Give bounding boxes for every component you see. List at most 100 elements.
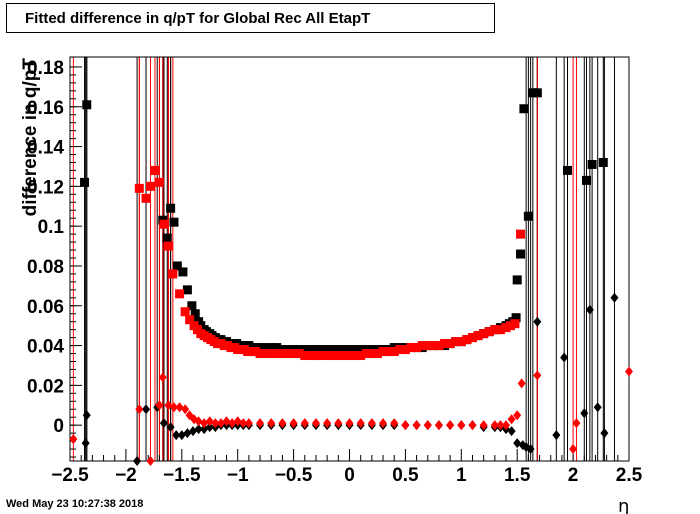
data-point-square	[473, 331, 483, 341]
y-tick-label: 0.16	[27, 98, 64, 119]
x-tick-label: 1	[456, 465, 467, 486]
data-points	[69, 88, 633, 466]
data-point-square	[154, 177, 164, 187]
data-point-square	[511, 313, 521, 323]
plot-frame	[69, 56, 630, 462]
chart-title: Fitted difference in q/pT for Global Rec…	[25, 10, 371, 27]
data-point-diamond	[496, 420, 505, 431]
data-point-diamond	[311, 418, 320, 429]
data-point-diamond	[172, 430, 181, 441]
data-point-square	[563, 165, 573, 175]
data-point-square	[134, 183, 144, 193]
data-point-square	[187, 301, 197, 311]
data-point-square	[266, 343, 276, 353]
data-point-square	[317, 351, 327, 361]
data-point-diamond	[479, 420, 488, 431]
data-point-square	[361, 349, 371, 359]
timestamp: Wed May 23 10:27:38 2018	[6, 498, 144, 510]
data-point-square	[328, 345, 338, 355]
y-tick-label: 0.14	[27, 138, 64, 159]
data-point-diamond	[580, 408, 589, 419]
data-point-diamond	[135, 404, 144, 415]
data-point-square	[428, 341, 438, 351]
data-point-square	[516, 229, 526, 239]
data-point-diamond	[446, 420, 455, 431]
data-point-square	[82, 100, 92, 110]
data-point-diamond	[244, 418, 253, 429]
data-point-square	[182, 285, 192, 295]
data-point-diamond	[507, 414, 516, 425]
y-tick-label: 0.1	[38, 217, 65, 238]
data-point-diamond	[367, 418, 376, 429]
data-point-square	[145, 181, 155, 191]
data-point-square	[510, 319, 520, 329]
data-point-square	[516, 249, 526, 259]
data-point-square	[412, 343, 422, 353]
data-point-square	[180, 307, 190, 317]
data-point-square	[350, 345, 360, 355]
data-point-square	[317, 345, 327, 355]
data-point-square	[395, 345, 405, 355]
x-tick-label: 0.5	[392, 465, 419, 486]
data-point-diamond	[323, 418, 332, 429]
data-point-diamond	[181, 404, 190, 415]
data-point-diamond	[155, 400, 164, 411]
data-point-square	[294, 349, 304, 359]
data-point-square	[367, 349, 377, 359]
y-tick-label: 0	[53, 416, 64, 437]
data-point-square	[345, 351, 354, 361]
data-point-diamond	[239, 418, 248, 429]
data-point-diamond	[600, 428, 609, 439]
data-point-diamond	[610, 292, 619, 303]
data-point-square	[490, 325, 500, 335]
data-point-square	[495, 325, 505, 335]
data-point-diamond	[502, 420, 511, 431]
data-point-diamond	[468, 420, 477, 431]
data-point-square	[162, 233, 172, 243]
data-point-diamond	[278, 418, 287, 429]
data-point-square	[350, 351, 360, 361]
data-point-square	[80, 177, 90, 187]
data-point-square	[168, 269, 178, 279]
data-point-square	[311, 345, 321, 355]
data-point-square	[400, 345, 410, 355]
y-tick-label: 0.04	[27, 337, 64, 358]
data-point-diamond	[490, 420, 499, 431]
data-point-square	[277, 349, 287, 359]
data-point-diamond	[146, 456, 155, 466]
data-point-diamond	[457, 420, 466, 431]
data-point-square	[345, 345, 354, 355]
data-point-diamond	[159, 418, 168, 429]
y-tick-label: 0.06	[27, 297, 64, 318]
data-point-square	[175, 289, 185, 299]
data-point-square	[283, 349, 293, 359]
data-point-square	[484, 327, 494, 337]
data-point-diamond	[289, 418, 298, 429]
data-point-diamond	[526, 444, 535, 455]
data-point-diamond	[194, 424, 203, 435]
data-point-square	[406, 343, 416, 353]
data-point-diamond	[412, 420, 421, 431]
data-point-diamond	[585, 304, 594, 315]
data-point-diamond	[69, 434, 78, 445]
data-point-diamond	[300, 418, 309, 429]
data-point-square	[172, 261, 182, 271]
x-tick-label: 2.5	[616, 465, 643, 486]
data-point-square	[300, 351, 310, 361]
data-point-square	[178, 267, 188, 277]
x-tick-label: −2.5	[51, 465, 89, 486]
x-tick-label: −1	[227, 465, 249, 486]
data-point-diamond	[513, 410, 522, 421]
data-point-diamond	[560, 352, 569, 363]
error-bars	[72, 57, 630, 461]
data-point-diamond	[205, 422, 214, 433]
data-point-square	[322, 351, 332, 361]
data-point-square	[322, 345, 332, 355]
x-tick-label: 2	[568, 465, 579, 486]
y-tick-label: 0.08	[27, 257, 64, 278]
x-axis-title: η	[618, 496, 629, 514]
data-point-diamond	[552, 430, 561, 441]
chart-title-box: Fitted difference in q/pT for Global Rec…	[6, 3, 495, 33]
data-point-square	[141, 193, 151, 203]
data-point-square	[311, 351, 321, 361]
